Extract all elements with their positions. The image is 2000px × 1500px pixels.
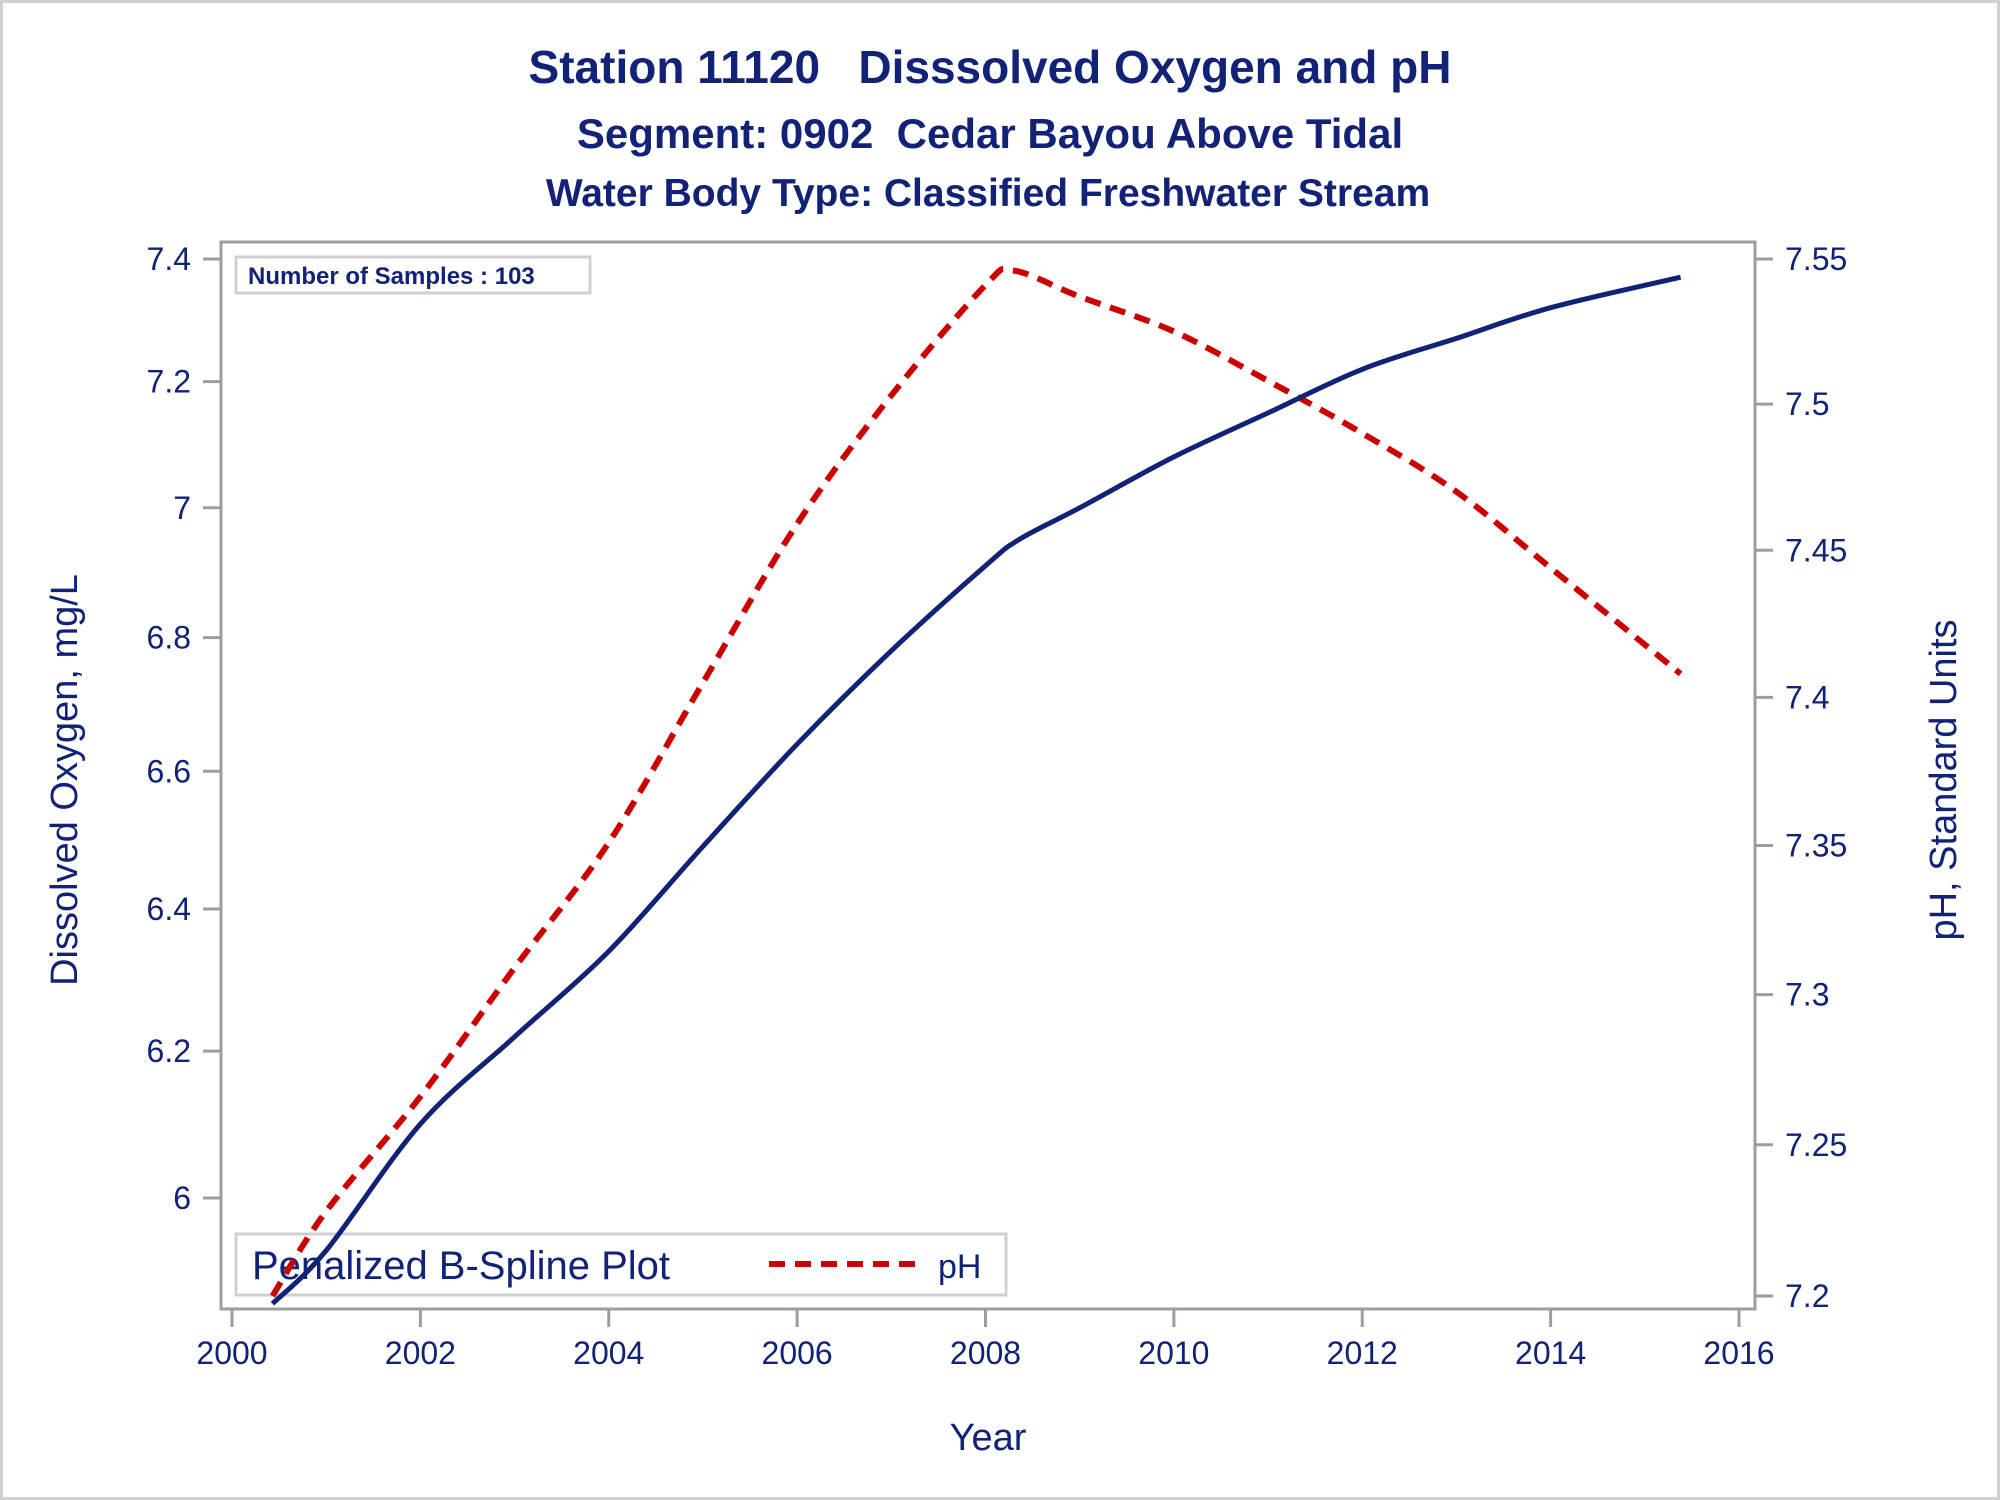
annotation-text: Number of Samples : 103 [248, 263, 535, 290]
chart-title: Station 11120 Disssolved Oxygen and pH [529, 41, 1452, 93]
y2-axis-title: pH, Standard Units [1923, 619, 1965, 940]
x-tick-label: 2012 [1327, 1335, 1398, 1371]
plot-area [219, 240, 1757, 1311]
x-tick-label: 2004 [573, 1335, 644, 1371]
y-tick-label: 6.2 [147, 1033, 191, 1069]
x-tick-label: 2010 [1138, 1335, 1209, 1371]
y2-tick-label: 7.5 [1785, 386, 1829, 422]
x-axis: 2000 2002 2004 2006 2008 2010 2012 2014 2016 [196, 1309, 1775, 1371]
y2-tick-label: 7.35 [1785, 828, 1847, 864]
x-axis-title: Year [950, 1417, 1027, 1459]
series-layer [269, 265, 1683, 1306]
y-axis-right: 7.2 7.25 7.3 7.35 7.4 7.45 7.5 7.55 [1755, 241, 1847, 1314]
y-tick-label: 6.4 [147, 891, 191, 927]
y-tick-label: 7.4 [147, 241, 191, 277]
samples-annotation: Number of Samples : 103 [234, 255, 592, 295]
y-tick-label: 7.2 [147, 364, 191, 400]
x-tick-label: 2008 [950, 1335, 1021, 1371]
dissolved-oxygen-series-line [270, 274, 1682, 1306]
x-tick-label: 2006 [762, 1335, 833, 1371]
y-tick-label: 6.6 [147, 753, 191, 789]
x-tick-label: 2014 [1515, 1335, 1586, 1371]
legend-title: Penalized B-Spline Plot [252, 1244, 670, 1288]
y2-tick-label: 7.55 [1785, 241, 1847, 277]
x-tick-label: 2000 [196, 1335, 267, 1371]
chart-subtitle-2: Water Body Type: Classified Freshwater S… [546, 172, 1430, 215]
ph-series-line [269, 265, 1683, 1298]
x-tick-label: 2016 [1703, 1335, 1774, 1371]
y-axis-left: 6 6.2 6.4 6.6 6.8 7 7.2 7.4 [147, 241, 221, 1216]
annotation-box [234, 255, 592, 295]
y-tick-label: 6 [173, 1180, 191, 1216]
y2-tick-label: 7.4 [1785, 679, 1829, 715]
legend: Penalized B-Spline Plot pH [234, 1232, 1008, 1297]
y2-tick-label: 7.2 [1785, 1278, 1829, 1314]
y2-tick-label: 7.25 [1785, 1127, 1847, 1163]
chart-subtitle: Segment: 0902 Cedar Bayou Above Tidal [577, 110, 1403, 157]
y-tick-label: 7 [173, 490, 191, 526]
legend-label-ph: pH [938, 1248, 981, 1286]
plot-frame [219, 240, 1757, 1311]
y-axis-title: Dissolved Oxygen, mg/L [44, 574, 86, 986]
y2-tick-label: 7.45 [1785, 532, 1847, 568]
y-tick-label: 6.8 [147, 620, 191, 656]
x-tick-label: 2002 [385, 1335, 456, 1371]
y2-tick-label: 7.3 [1785, 977, 1829, 1013]
